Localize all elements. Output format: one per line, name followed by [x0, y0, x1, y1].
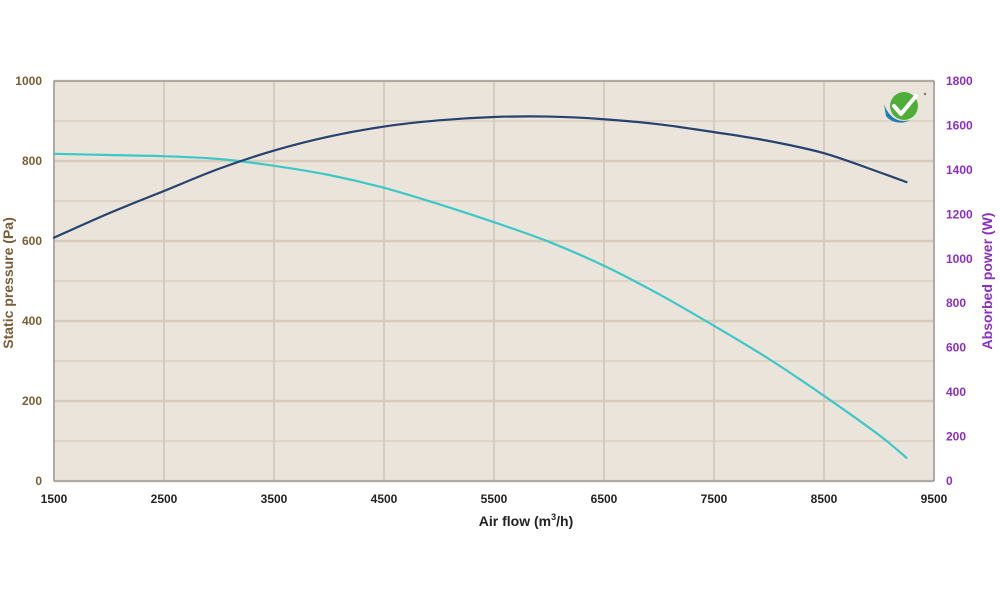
left-tick-label: 200 [22, 394, 42, 408]
left-axis-ticks: 0 200 400 600 800 1000 [15, 74, 42, 488]
x-tick-label: 8500 [811, 492, 838, 506]
x-tick-label: 7500 [701, 492, 728, 506]
left-tick-label: 0 [35, 474, 42, 488]
right-tick-label: 400 [946, 385, 966, 399]
x-tick-label: 5500 [481, 492, 508, 506]
x-tick-label: 3500 [261, 492, 288, 506]
x-tick-label: 4500 [371, 492, 398, 506]
right-tick-label: 200 [946, 430, 966, 444]
x-tick-label: 6500 [591, 492, 618, 506]
left-tick-label: 1000 [15, 74, 42, 88]
right-tick-label: 1400 [946, 163, 973, 177]
series-layer [52, 115, 908, 459]
left-axis-title: Static pressure (Pa) [0, 217, 16, 349]
right-tick-label: 800 [946, 296, 966, 310]
plot-border [53, 80, 935, 482]
right-axis-ticks: 0 200 400 600 800 1000 1200 1400 1600 1800 [946, 74, 973, 488]
right-tick-label: 1600 [946, 118, 973, 132]
absorbed-power-line [52, 115, 908, 239]
right-tick-label: 1200 [946, 207, 973, 221]
left-tick-label: 400 [22, 314, 42, 328]
right-tick-label: 600 [946, 341, 966, 355]
checkmark-logo-icon [884, 92, 927, 123]
right-tick-label: 1800 [946, 74, 973, 88]
right-axis-title: Absorbed power (W) [979, 213, 995, 350]
x-axis-title: Air flow (m3/h) [479, 512, 573, 529]
x-tick-label: 9500 [921, 492, 948, 506]
left-tick-label: 800 [22, 154, 42, 168]
static-pressure-line [52, 152, 908, 459]
right-tick-label: 0 [946, 474, 953, 488]
right-tick-label: 1000 [946, 252, 973, 266]
left-tick-label: 600 [22, 234, 42, 248]
x-tick-label: 2500 [151, 492, 178, 506]
x-axis-ticks: 1500 2500 3500 4500 5500 6500 7500 8500 9500 [41, 492, 948, 506]
x-tick-label: 1500 [41, 492, 68, 506]
